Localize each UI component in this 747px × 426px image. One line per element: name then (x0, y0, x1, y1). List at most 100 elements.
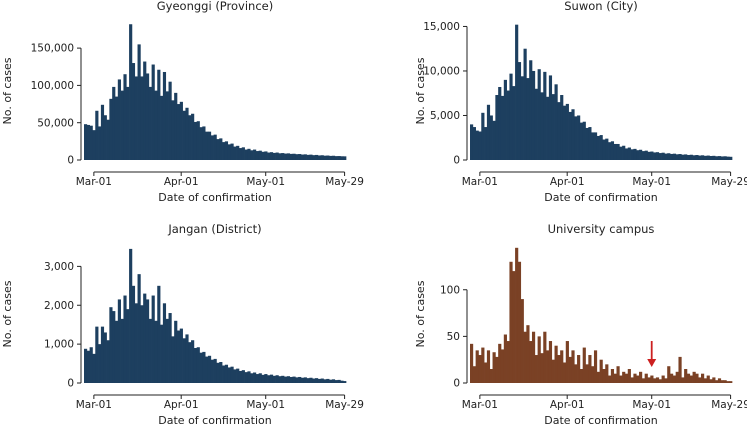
bar (106, 340, 110, 383)
bar (182, 110, 186, 160)
bar (641, 151, 646, 160)
bar (165, 91, 169, 160)
bar (120, 90, 124, 160)
bar (131, 63, 136, 160)
bar (492, 120, 496, 160)
bar (684, 369, 688, 383)
bar (585, 364, 589, 383)
bar (470, 124, 474, 160)
bar (647, 151, 651, 160)
y-tick-label: 50,000 (37, 117, 74, 129)
bar (672, 153, 677, 160)
bar (639, 149, 643, 160)
bar (698, 155, 702, 160)
bar (303, 377, 307, 383)
bar (667, 366, 671, 383)
bar (179, 328, 183, 383)
bar (664, 153, 668, 160)
bar (230, 366, 234, 383)
bar (506, 90, 510, 160)
bar (684, 154, 688, 160)
bar (650, 151, 654, 160)
bar (236, 368, 240, 383)
bar (484, 362, 488, 383)
bar-series (84, 248, 347, 383)
bar (323, 379, 327, 383)
bar (112, 311, 116, 383)
bar (134, 76, 138, 160)
bar (534, 88, 538, 160)
bar (588, 355, 592, 383)
bar (227, 144, 231, 160)
bar (168, 81, 172, 160)
bar (489, 115, 493, 160)
bar (703, 378, 707, 383)
bar (588, 127, 592, 160)
bar (134, 303, 138, 383)
bar (315, 378, 319, 383)
bar (515, 24, 519, 161)
bar (137, 274, 141, 383)
bar (269, 152, 274, 160)
bar (689, 154, 693, 160)
bar (250, 150, 254, 160)
bar-series (470, 247, 733, 383)
bar (554, 84, 558, 160)
bar (320, 378, 324, 383)
bar (193, 348, 198, 383)
bar (548, 75, 553, 160)
bar (261, 374, 265, 383)
chart-title: Gyeonggi (Province) (157, 0, 273, 13)
bar (258, 150, 262, 160)
bar (520, 76, 524, 160)
bar (162, 71, 167, 160)
bar (309, 154, 313, 160)
bar (644, 150, 648, 160)
bar (500, 349, 505, 383)
bar (599, 135, 603, 160)
bar (281, 375, 285, 383)
bar (84, 124, 88, 160)
bar (619, 375, 623, 383)
bar (484, 127, 488, 160)
x-tick-label: Apr-01 (550, 399, 585, 411)
bar (636, 150, 640, 160)
bar (472, 366, 476, 383)
bar (596, 135, 600, 160)
y-tick-label: 100 (440, 284, 460, 296)
bar (272, 375, 276, 383)
x-axis-label: Date of confirmation (544, 414, 657, 426)
bar (95, 110, 99, 160)
bar (247, 148, 251, 160)
chart-title: Suwon (City) (564, 0, 638, 13)
bar (582, 347, 586, 383)
chart-title: University campus (548, 222, 655, 236)
bar (605, 364, 609, 383)
bar (591, 366, 595, 383)
bar (630, 377, 634, 383)
bar (543, 71, 547, 160)
bar (92, 130, 96, 160)
bar (337, 156, 341, 160)
bar (565, 103, 569, 160)
bar (602, 369, 606, 383)
y-axis-label: No. of cases (414, 280, 427, 347)
bar (326, 378, 330, 383)
bar (224, 141, 229, 160)
bar (681, 377, 685, 383)
bar (579, 369, 584, 383)
bar (531, 331, 536, 383)
bar (272, 152, 276, 160)
bar (179, 101, 183, 160)
bar (517, 62, 522, 161)
bar (264, 151, 268, 160)
bar (655, 152, 660, 160)
bar (658, 153, 662, 160)
bar (334, 380, 338, 383)
bar (298, 376, 302, 383)
x-tick-label: Mar-01 (462, 176, 498, 188)
bar (131, 285, 136, 383)
bar (210, 359, 214, 383)
bar (151, 295, 155, 383)
bar (498, 343, 502, 383)
